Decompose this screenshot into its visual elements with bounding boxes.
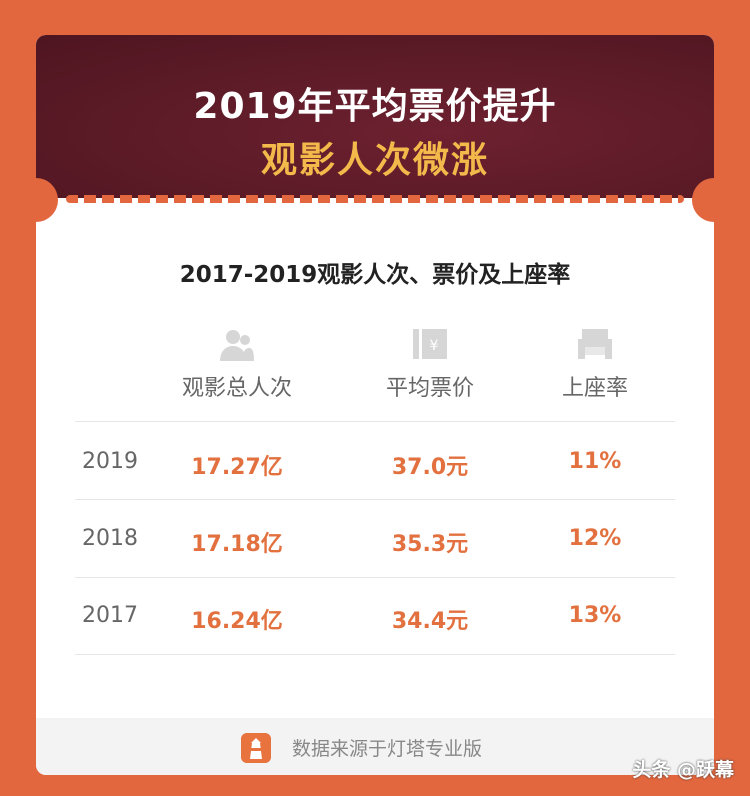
- year-cell: 2017: [82, 603, 138, 628]
- perforation-divider: [66, 195, 684, 203]
- audience-icon: [220, 330, 254, 361]
- price-cell: 35.3元: [391, 532, 469, 557]
- occupancy-cell: 12%: [568, 526, 622, 551]
- watermark: 头条 @跃幕: [632, 759, 734, 781]
- price-cell: 34.4元: [391, 609, 469, 634]
- divider: [75, 577, 675, 578]
- year-cell: 2019: [82, 449, 138, 474]
- infographic-card: 2019年平均票价提升 观影人次微涨 2017-2019观影人次、票价及上座率 …: [36, 35, 714, 775]
- divider: [75, 421, 675, 422]
- ticket-notch-right: [692, 178, 714, 222]
- divider: [75, 654, 675, 655]
- table-title: 2017-2019观影人次、票价及上座率: [179, 262, 571, 288]
- price-cell: 37.0元: [391, 455, 469, 480]
- audience-cell: 17.18亿: [191, 532, 283, 557]
- column-header-price: 平均票价: [385, 376, 474, 401]
- occupancy-cell: 11%: [568, 449, 622, 474]
- year-cell: 2018: [82, 526, 138, 551]
- title-line1: 2019年平均票价提升: [193, 86, 557, 127]
- source-footer: 数据来源于灯塔专业版: [36, 718, 714, 775]
- seat-icon: [578, 329, 612, 359]
- divider: [75, 499, 675, 500]
- occupancy-cell: 13%: [568, 603, 622, 628]
- svg-text:¥: ¥: [430, 338, 439, 354]
- column-header-occupancy: 上座率: [561, 376, 628, 401]
- title-line2: 观影人次微涨: [260, 140, 489, 181]
- lighthouse-logo-icon: [241, 733, 271, 763]
- source-text: 数据来源于灯塔专业版: [292, 738, 483, 760]
- column-header-audience: 观影总人次: [181, 376, 292, 401]
- ticket-icon: ¥: [413, 329, 447, 359]
- audience-cell: 16.24亿: [191, 609, 283, 634]
- ticket-notch-left: [36, 178, 58, 222]
- audience-cell: 17.27亿: [191, 455, 283, 480]
- header-banner: 2019年平均票价提升 观影人次微涨: [36, 35, 714, 203]
